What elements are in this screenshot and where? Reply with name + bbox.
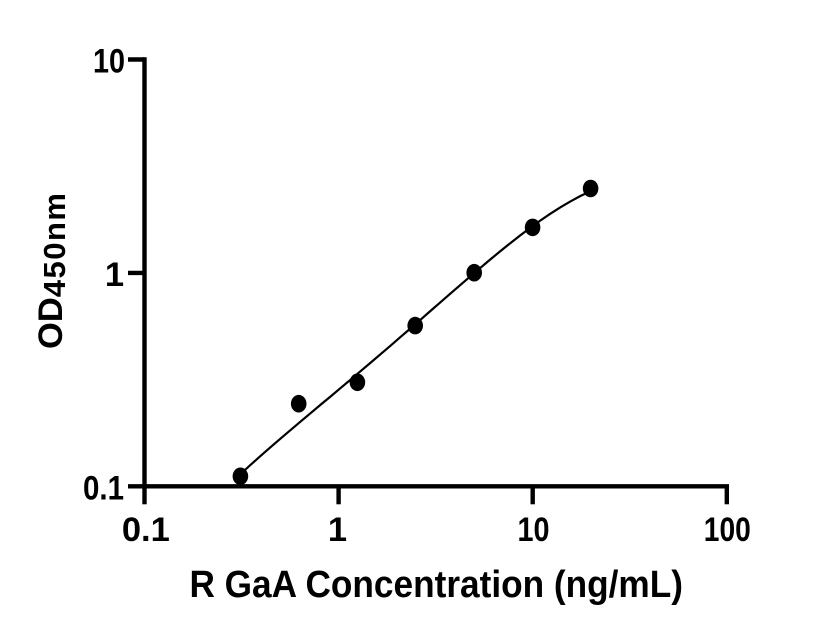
svg-text:R GaA Concentration (ng/mL): R GaA Concentration (ng/mL)	[189, 563, 683, 606]
svg-text:100: 100	[704, 511, 751, 549]
svg-text:10: 10	[93, 43, 125, 81]
svg-text:OD450nm: OD450nm	[32, 192, 72, 349]
svg-text:1: 1	[328, 511, 347, 549]
svg-text:0.1: 0.1	[122, 511, 170, 549]
svg-text:1: 1	[105, 256, 124, 294]
svg-text:0.1: 0.1	[83, 470, 124, 508]
svg-text:10: 10	[518, 511, 550, 549]
